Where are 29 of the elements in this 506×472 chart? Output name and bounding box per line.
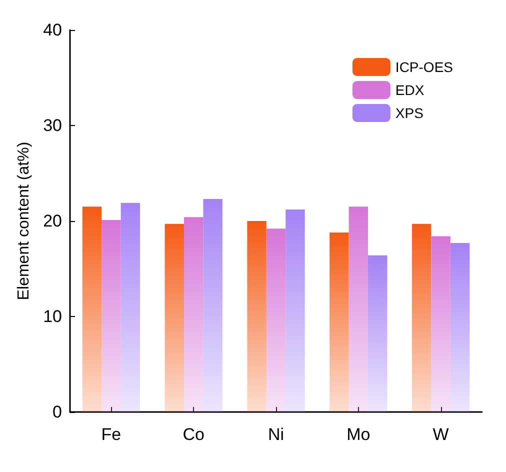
y-tick-label: 10 <box>43 307 62 326</box>
bar <box>120 202 140 412</box>
y-tick-label: 20 <box>43 212 62 230</box>
y-axis-title: Element content (at%) <box>16 142 33 300</box>
bar <box>102 220 121 412</box>
bar <box>286 210 305 412</box>
y-tick-label: 30 <box>43 116 62 135</box>
x-tick-label: Co <box>182 425 204 444</box>
bar <box>348 206 368 412</box>
bar <box>203 199 222 412</box>
bar <box>450 242 470 412</box>
bar <box>412 224 432 412</box>
bar <box>164 224 184 412</box>
legend-label: XPS <box>395 105 424 121</box>
x-tick-label: Ni <box>268 425 284 444</box>
y-tick-label: 0 <box>52 402 62 422</box>
bar <box>247 221 266 412</box>
bar <box>431 236 450 412</box>
x-tick-label: W <box>432 425 449 444</box>
x-tick-label: Fe <box>101 425 122 444</box>
bar <box>330 232 349 412</box>
bar <box>184 217 204 412</box>
legend-label: EDX <box>395 82 425 98</box>
bar <box>368 255 388 412</box>
bar <box>82 206 102 412</box>
y-tick-label: 40 <box>43 20 62 40</box>
bar <box>266 228 286 412</box>
legend-label: ICP-OES <box>395 59 454 75</box>
x-tick-label: Mo <box>346 425 370 444</box>
